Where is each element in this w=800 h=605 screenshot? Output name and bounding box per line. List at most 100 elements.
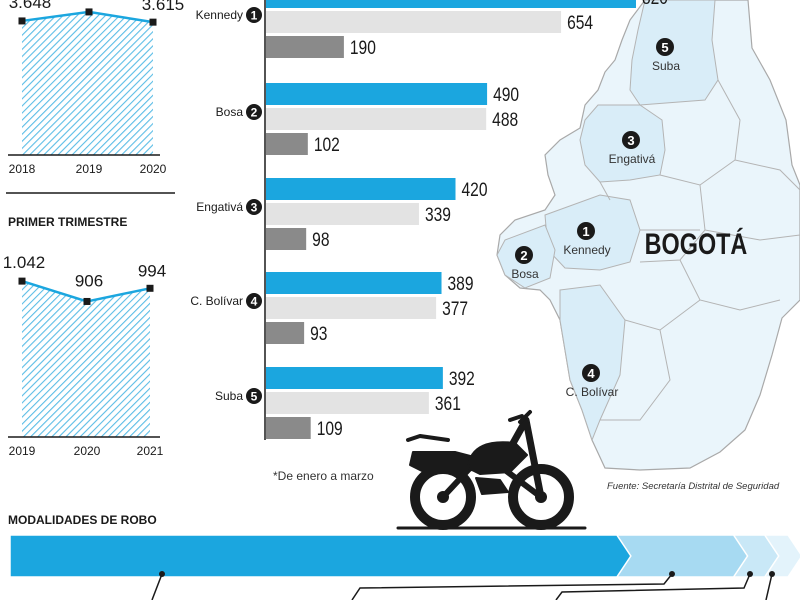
source-note: Fuente: Secretaría Distrital de Segurida… (607, 481, 780, 492)
bar (266, 367, 443, 389)
map-locality-label: Suba (652, 59, 680, 73)
chart-total-anual: 3.648 3.615 2018 2019 2020 (8, 0, 184, 176)
bogota-map: BOGOTÁ (496, 0, 800, 471)
map-region-suba (629, 0, 719, 106)
number-badge-icon (246, 104, 262, 120)
map-badge-number: 4 (587, 366, 595, 381)
bar-value-label: 420 (462, 179, 488, 201)
number-badge-icon (246, 7, 262, 23)
map-badge-number: 3 (627, 133, 634, 148)
number-badge-icon (246, 388, 262, 404)
leader-dots (159, 571, 775, 577)
bar (266, 11, 562, 33)
chart-primer-trimestre: 1.042 906 994 2019 2020 2021 (3, 253, 166, 458)
data-point (85, 8, 93, 16)
x-tick-label: 2019 (9, 444, 36, 458)
x-tick-label: 2020 (140, 162, 167, 176)
category-label-group: Kennedy 1 Bosa 2 Engativá 3 C. Bolívar 4 Suba 5 (190, 7, 262, 404)
badge-number: 3 (251, 201, 258, 215)
area-fill (22, 281, 150, 437)
area-fill (22, 11, 153, 155)
bar-value-label: 488 (492, 109, 518, 131)
bar-value-label: 392 (449, 368, 475, 390)
bar-value-label: 190 (350, 37, 376, 59)
map-city-label: BOGOTÁ (645, 226, 748, 261)
motorcycle-icon (396, 410, 587, 530)
map-badge-icon (582, 364, 600, 382)
bar-value-label: 389 (448, 273, 474, 295)
leader-lines (151, 573, 773, 601)
map-badge-icon (622, 131, 640, 149)
map-boundary-lines (599, 79, 800, 421)
bar (266, 0, 636, 8)
map-badge-number: 2 (520, 248, 527, 263)
bar-value-label: 109 (317, 418, 343, 440)
bar-value-label: 339 (425, 204, 451, 226)
bar-chart-localidades: 820 654 190 490 488 102 420 339 98 389 377 93 392 361… (190, 0, 668, 440)
bar (266, 83, 488, 105)
map-locality-label: Kennedy (563, 243, 610, 257)
bar (266, 297, 437, 319)
bar (266, 322, 305, 344)
value-label: 3.615 (142, 0, 185, 14)
map-badge-number: 5 (661, 40, 668, 55)
modalidad-segment (9, 534, 632, 578)
bar-value-label: 820 (642, 0, 668, 8)
value-label: 1.042 (3, 253, 46, 272)
modalidades-band (9, 534, 800, 578)
x-tick-label: 2018 (9, 162, 36, 176)
category-label: Engativá (196, 200, 243, 214)
map-badge-icon (656, 38, 674, 56)
bar (266, 108, 487, 130)
bar-value-label: 93 (310, 323, 327, 345)
badge-number: 2 (251, 106, 258, 120)
bar-value-label: 98 (312, 229, 329, 251)
x-tick-label: 2019 (76, 162, 103, 176)
category-label: Kennedy (196, 8, 243, 22)
value-label: 3.648 (9, 0, 52, 12)
map-badge-icon (577, 222, 595, 240)
number-badge-icon (246, 293, 262, 309)
bar (266, 36, 344, 58)
map-marker-group: 1 Kennedy 2 Bosa 3 Engativá 4 C. Bolívar 5 Suba (511, 38, 680, 399)
bar-value-label: 490 (493, 84, 519, 106)
map-region-engativa (579, 104, 666, 183)
point-group (18, 277, 154, 305)
badge-number: 5 (251, 390, 258, 404)
chart-title-primer-trimestre: PRIMER TRIMESTRE (8, 215, 127, 229)
bar-group (266, 0, 636, 439)
tick-label-group: 2019 2020 2021 (9, 444, 164, 458)
bar (266, 203, 419, 225)
bar-value-label: 361 (435, 393, 461, 415)
category-label: Bosa (216, 105, 244, 119)
bar (266, 272, 442, 294)
category-label: C. Bolívar (190, 294, 243, 308)
data-point (83, 297, 91, 305)
bar (266, 392, 429, 414)
number-badge-icon (246, 199, 262, 215)
map-badge-icon (515, 246, 533, 264)
tick-label-group: 2018 2019 2020 (9, 162, 167, 176)
modalidades-title: MODALIDADES DE ROBO (8, 513, 157, 527)
map-badge-number: 1 (582, 224, 589, 239)
value-label-group: 3.648 3.615 (9, 0, 185, 14)
data-point (18, 277, 26, 285)
value-label: 994 (138, 261, 166, 280)
bar-value-label: 377 (442, 298, 468, 320)
data-point (18, 17, 26, 25)
data-point (149, 18, 157, 26)
footnote: *De enero a marzo (273, 469, 374, 483)
x-tick-label: 2021 (137, 444, 164, 458)
x-tick-label: 2020 (74, 444, 101, 458)
value-label: 906 (75, 271, 103, 290)
map-locality-label: C. Bolívar (566, 385, 619, 399)
data-point (146, 284, 154, 292)
modalidad-segment (614, 534, 749, 578)
bar-value-label: 102 (314, 134, 340, 156)
bar (266, 178, 456, 200)
map-region-bolivar (559, 284, 626, 442)
category-label: Suba (215, 389, 243, 403)
value-label-group: 1.042 906 994 (3, 253, 166, 290)
bar (266, 417, 311, 439)
